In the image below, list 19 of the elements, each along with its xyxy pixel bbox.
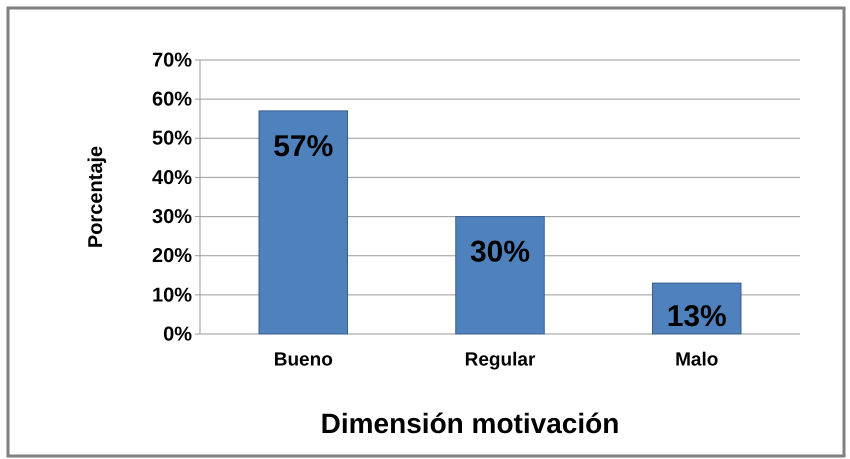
bar — [455, 216, 545, 334]
data-label: 13% — [666, 300, 727, 333]
x-tick-label: Bueno — [274, 349, 333, 370]
y-tick-label: 0% — [163, 323, 192, 346]
y-tick-label: 40% — [152, 166, 192, 189]
y-tick-label: 50% — [152, 128, 192, 150]
x-axis-title: Dimensión motivación — [320, 408, 620, 439]
y-tick-label: 10% — [152, 284, 192, 306]
y-tick-label: 60% — [152, 88, 192, 111]
y-tick-label: 70% — [152, 49, 192, 72]
y-tick-label: 30% — [152, 206, 192, 228]
y-axis-title: Porcentaje — [85, 146, 107, 248]
x-tick-label: Malo — [675, 349, 718, 370]
data-label: 57% — [273, 130, 334, 163]
bar — [258, 110, 348, 334]
x-tick-label: Regular — [464, 349, 536, 370]
y-tick-label: 20% — [152, 245, 192, 268]
bar — [652, 282, 742, 334]
data-label: 30% — [470, 236, 530, 269]
